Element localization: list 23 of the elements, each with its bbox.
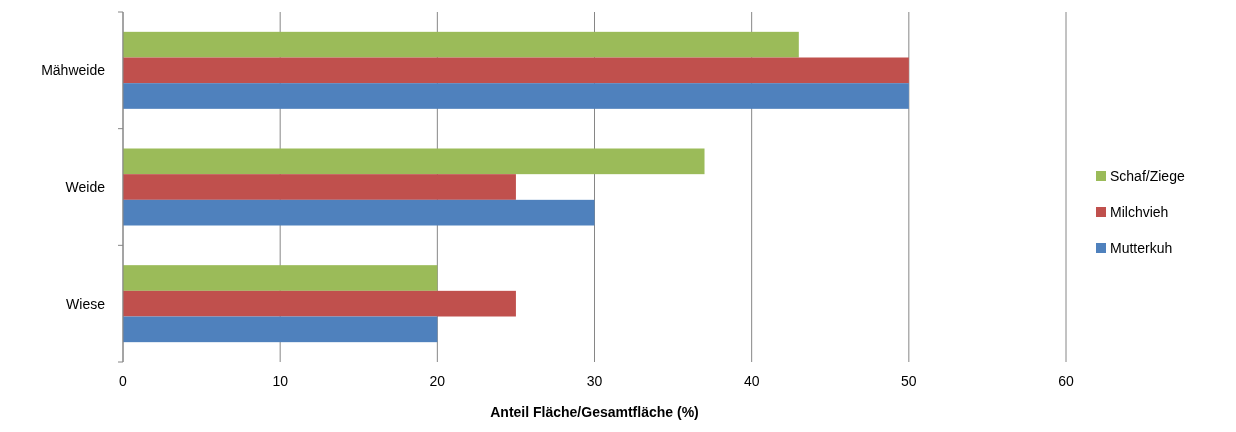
bar: [123, 290, 516, 317]
x-tick-label: 60: [1058, 373, 1074, 389]
x-tick-label: 40: [743, 373, 760, 389]
x-tick-label: 50: [901, 373, 917, 389]
x-axis-title: Anteil Fläche/Gesamtfläche (%): [490, 404, 699, 420]
y-tick-label: Mähweide: [41, 62, 106, 79]
legend-label: Mutterkuh: [1110, 240, 1173, 256]
y-tick-label: Weide: [65, 179, 106, 195]
bar: [123, 57, 909, 84]
x-tick-label: 10: [272, 373, 289, 389]
legend-label: Schaf/Ziege: [1110, 168, 1185, 184]
x-tick-label: 0: [119, 373, 128, 389]
y-tick-label: Wiese: [66, 295, 106, 312]
legend-label: Milchvieh: [1110, 204, 1169, 220]
bar: [123, 265, 438, 291]
x-tick-label: 20: [429, 373, 446, 389]
bar: [123, 83, 909, 109]
bar: [123, 316, 438, 343]
bar: [123, 174, 516, 200]
bar: [123, 199, 595, 226]
bar: [123, 148, 705, 175]
bar: [123, 31, 799, 58]
x-tick-label: 30: [586, 373, 603, 389]
